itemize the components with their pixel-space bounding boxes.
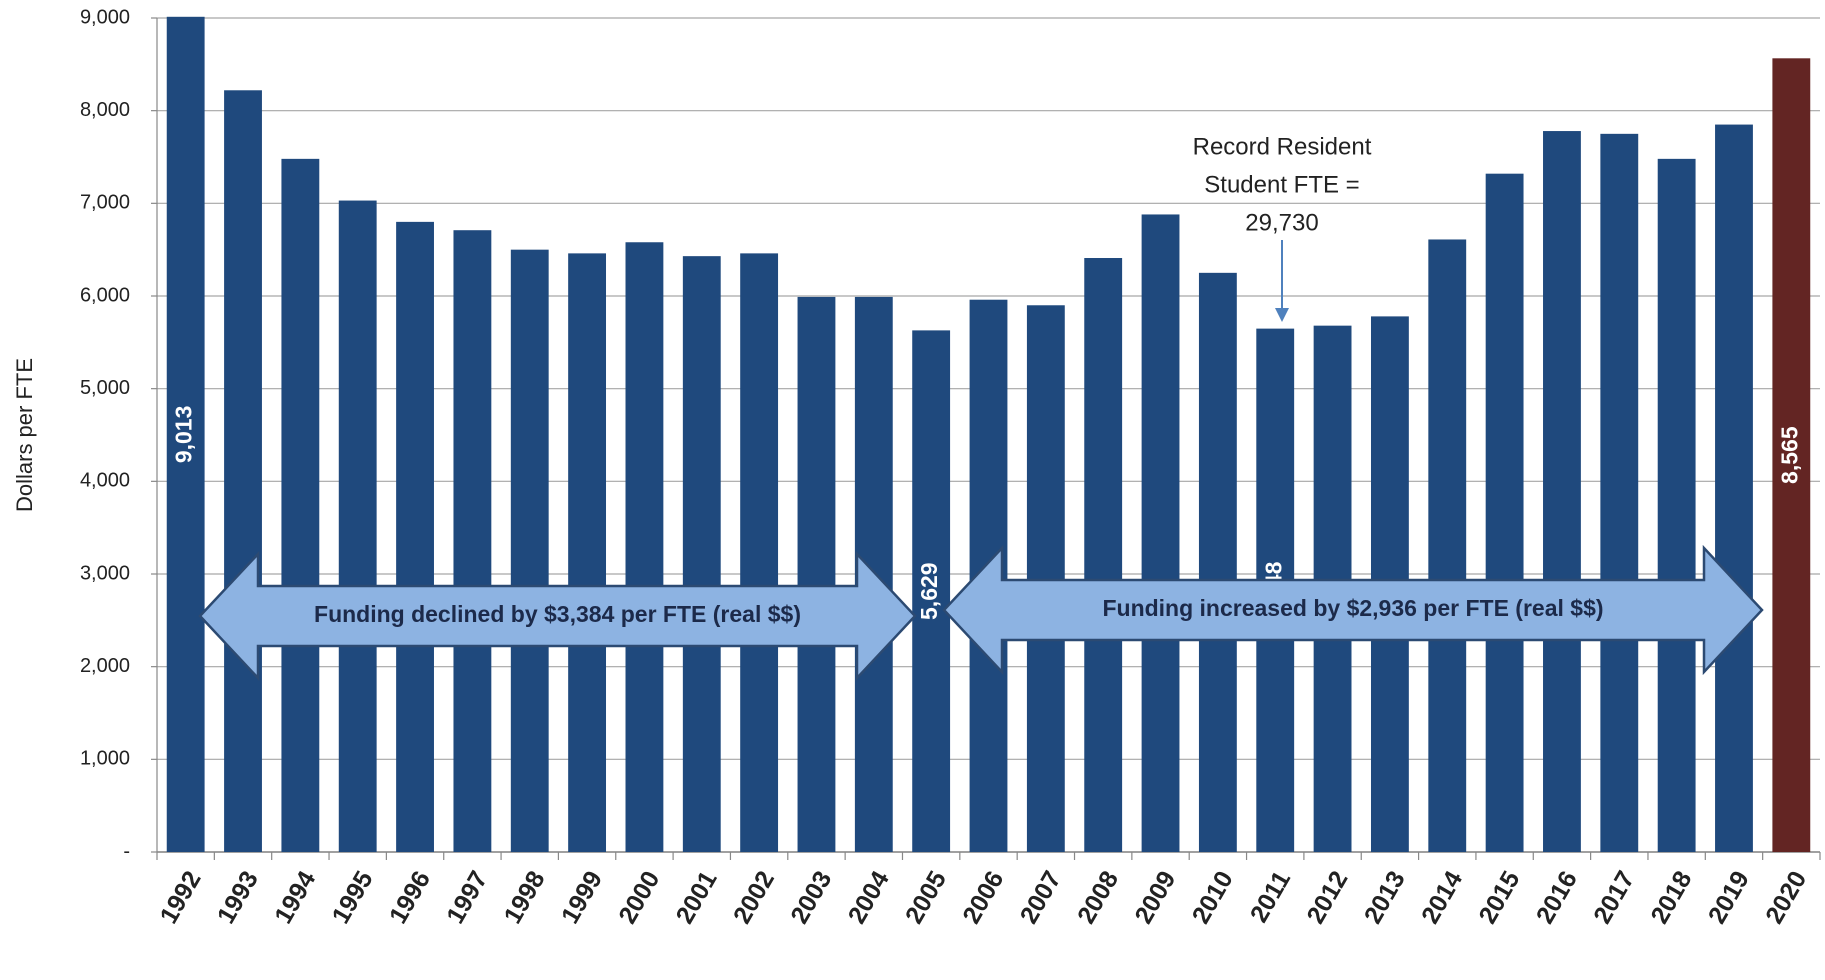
bar — [1026, 305, 1065, 852]
x-tick-label: 2010 — [1187, 866, 1239, 928]
y-tick-label: 3,000 — [80, 562, 130, 584]
bar — [224, 90, 262, 852]
callout-text: Record Resident — [1193, 133, 1372, 160]
x-tick-label: 2005 — [900, 866, 952, 928]
x-tick-label: 2013 — [1359, 866, 1411, 928]
bar — [1485, 173, 1524, 852]
x-tick-label: 1998 — [499, 866, 551, 928]
value-label: 5,629 — [916, 562, 942, 620]
bar — [797, 296, 836, 853]
bar — [1543, 131, 1581, 852]
y-tick-label: 2,000 — [80, 655, 130, 677]
bar — [1715, 124, 1753, 853]
bar — [1198, 272, 1237, 852]
bar — [1600, 133, 1639, 853]
x-tick-label: 2008 — [1072, 866, 1124, 928]
left-arrow-text: Funding declined by $3,384 per FTE (real… — [314, 601, 801, 627]
bar — [568, 253, 607, 852]
x-tick-label: 1996 — [384, 866, 436, 928]
x-tick-label: 2003 — [785, 866, 837, 928]
value-label: 9,013 — [171, 406, 197, 464]
x-tick-label: 2011 — [1245, 866, 1296, 927]
right-arrow-text: Funding increased by $2,936 per FTE (rea… — [1102, 595, 1603, 621]
bar — [912, 330, 951, 852]
value-label: 8,565 — [1776, 426, 1802, 484]
x-tick-label: 2006 — [957, 866, 1009, 928]
x-tick-label: 1994 — [269, 866, 321, 928]
x-tick-label: 2018 — [1645, 866, 1697, 928]
bar — [166, 16, 205, 852]
bar — [625, 242, 664, 853]
bar — [1772, 58, 1811, 853]
bar — [682, 256, 721, 852]
right-arrow — [942, 544, 1764, 676]
bar — [510, 249, 549, 852]
callout-arrow-head — [1275, 308, 1289, 322]
x-tick-label: 2002 — [728, 866, 780, 928]
y-tick-label: 8,000 — [80, 99, 130, 121]
x-tick-label: 1999 — [556, 866, 608, 928]
x-tick-label: 2015 — [1473, 866, 1525, 928]
x-tick-label: 2001 — [671, 866, 723, 928]
x-tick-label: 2020 — [1760, 866, 1812, 928]
bar — [338, 200, 377, 852]
bar — [1657, 158, 1696, 852]
x-tick-label: 2000 — [613, 866, 665, 928]
x-tick-label: 1995 — [327, 866, 379, 928]
y-tick-label: 4,000 — [80, 470, 130, 492]
bar — [1084, 258, 1123, 852]
x-tick-label: 2007 — [1015, 866, 1067, 928]
x-tick-label: 2017 — [1588, 866, 1640, 928]
y-tick-label: 9,000 — [80, 6, 130, 28]
bar — [740, 253, 779, 852]
x-tick-label: 2004 — [843, 866, 895, 928]
y-tick-label: 6,000 — [80, 284, 130, 306]
callout-text: 29,730 — [1245, 209, 1318, 236]
x-tick-label: 1992 — [155, 866, 207, 928]
x-tick-label: 2016 — [1531, 866, 1583, 928]
y-tick-label: - — [123, 840, 130, 862]
left-arrow — [198, 550, 917, 682]
callout-text: Student FTE = — [1204, 171, 1359, 198]
bar — [453, 230, 492, 852]
x-tick-label: 2012 — [1301, 866, 1353, 928]
y-tick-label: 1,000 — [80, 748, 130, 770]
y-tick-label: 5,000 — [80, 377, 130, 399]
y-axis-label: Dollars per FTE — [12, 358, 37, 512]
x-tick-label: 1997 — [441, 866, 493, 928]
x-tick-label: 2019 — [1703, 866, 1755, 928]
x-tick-label: 1993 — [212, 866, 264, 928]
x-tick-label: 2009 — [1129, 866, 1181, 928]
bar — [1428, 239, 1467, 852]
bar — [396, 221, 434, 852]
bar — [281, 158, 320, 852]
x-tick-label: 2014 — [1416, 866, 1468, 928]
y-tick-label: 7,000 — [80, 192, 130, 214]
bar — [1141, 214, 1180, 852]
